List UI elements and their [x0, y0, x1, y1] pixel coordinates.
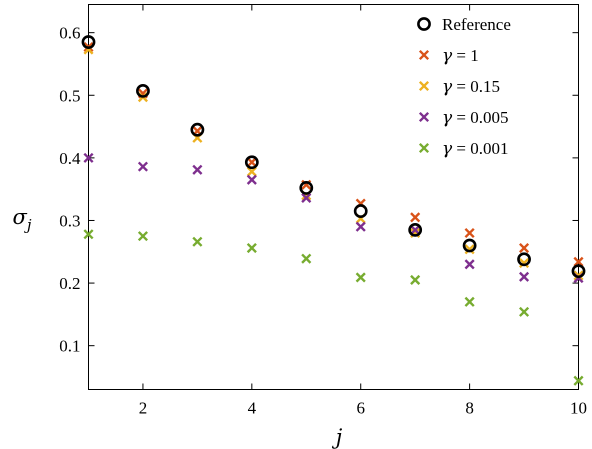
data-point: [353, 204, 368, 218]
data-point: [192, 164, 203, 175]
data-point: [573, 375, 584, 386]
x-axis-label: j: [332, 425, 343, 449]
axis-ticks: [88, 4, 579, 390]
tick-labels: 2 4 6 8 10 0.1 0.2 0.3 0.4 0.5 0.6: [59, 24, 587, 418]
data-point: [137, 231, 148, 242]
y-tick-label: 0.1: [59, 337, 80, 356]
plot-frame: [88, 4, 579, 390]
legend-marker: [418, 142, 430, 154]
legend-item: γ = 0.001: [418, 139, 509, 159]
data-point: [519, 257, 530, 269]
data-point: [192, 236, 203, 247]
data-point: [299, 181, 314, 195]
data-point: [519, 271, 530, 282]
data-point: [246, 157, 257, 168]
series-3: [83, 152, 584, 284]
data-point: [244, 155, 259, 170]
data-point: [190, 122, 205, 137]
y-tick-label: 0.6: [59, 24, 80, 43]
y-tick-label: 0.3: [59, 211, 80, 230]
data-point: [246, 174, 257, 185]
data-point: [571, 264, 586, 279]
data-point: [301, 192, 312, 203]
legend-label: γ = 0.005: [442, 108, 509, 128]
data-point: [81, 35, 96, 49]
legend-label: γ = 0.15: [442, 77, 500, 97]
legend-marker: [418, 49, 430, 61]
legend-item: Reference: [417, 15, 511, 34]
data-point: [519, 306, 530, 317]
data-point: [464, 227, 475, 239]
data-point: [408, 222, 423, 237]
y-axis-label: σj: [13, 205, 32, 234]
series-4: [83, 229, 584, 386]
data-points: [81, 35, 586, 386]
legend-marker: [417, 17, 431, 31]
data-point: [83, 229, 94, 240]
y-tick-label: 0.5: [59, 86, 80, 105]
data-point: [136, 83, 150, 98]
legend-item: γ = 0.15: [418, 77, 500, 97]
data-point: [246, 242, 257, 254]
data-point: [410, 224, 421, 235]
data-point: [83, 152, 94, 163]
data-point: [464, 259, 475, 270]
legend-item: γ = 0.005: [418, 108, 509, 128]
data-point: [462, 238, 477, 253]
x-tick-label: 4: [248, 399, 257, 418]
data-point: [464, 244, 475, 255]
legend-marker: [418, 111, 430, 123]
data-point: [246, 166, 257, 177]
series-0: [81, 35, 586, 279]
legend-label: Reference: [442, 15, 511, 34]
x-tick-label: 10: [570, 399, 587, 418]
data-point: [355, 272, 366, 283]
data-point: [410, 212, 421, 223]
legend-item: γ = 1: [418, 46, 479, 66]
y-tick-label: 0.2: [59, 274, 80, 293]
data-point: [301, 253, 312, 264]
data-point: [517, 252, 531, 267]
data-point: [355, 221, 366, 232]
x-tick-label: 8: [465, 399, 474, 418]
legend-label: γ = 0.001: [442, 139, 509, 159]
data-point: [519, 242, 530, 254]
data-point: [137, 161, 148, 172]
x-tick-label: 2: [139, 399, 148, 418]
data-point: [410, 274, 421, 285]
x-tick-label: 6: [356, 399, 365, 418]
data-point: [573, 256, 584, 267]
data-point: [464, 296, 475, 307]
legend-marker: [418, 80, 430, 92]
legend: Reference γ = 1 γ = 0.15 γ = 0.005 γ = 0.001: [417, 15, 511, 159]
legend-label: γ = 1: [442, 46, 479, 66]
series-2: [83, 44, 584, 281]
y-tick-label: 0.4: [59, 149, 81, 168]
